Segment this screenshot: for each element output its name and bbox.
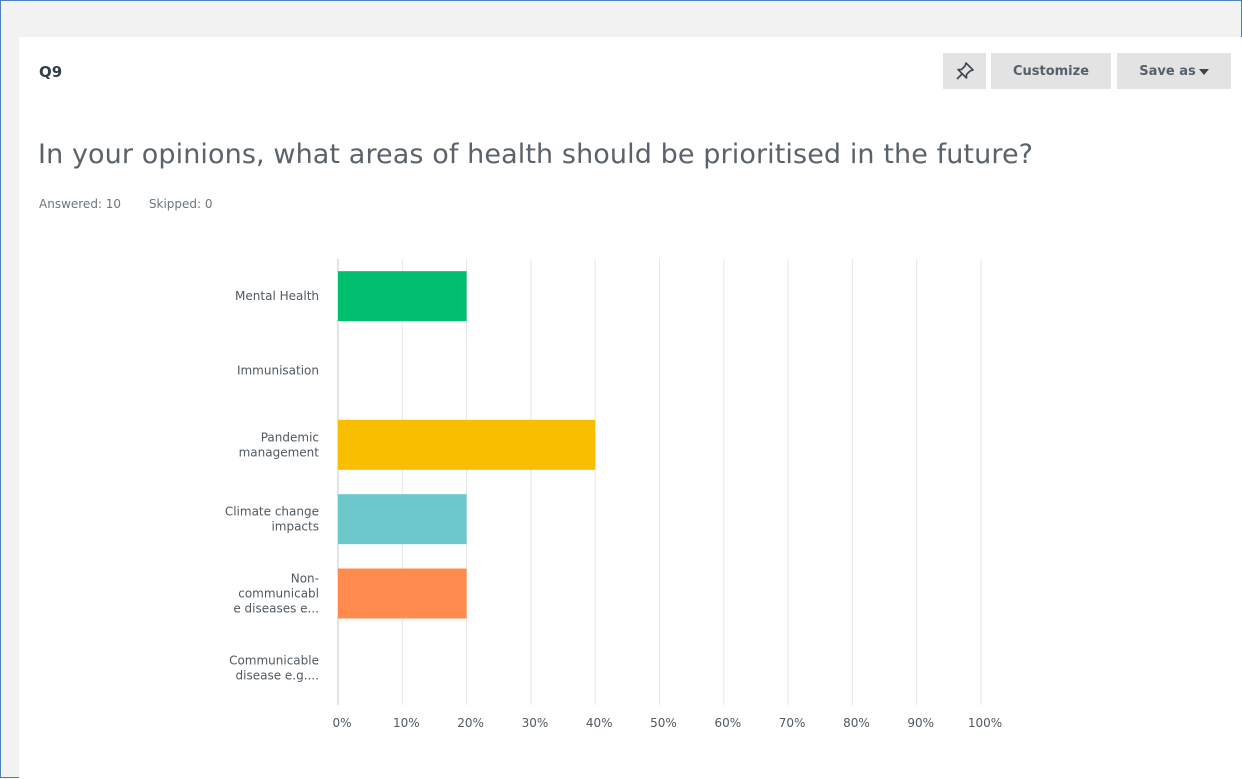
question-panel: Q9 Customize Save as In your opinions, w…	[19, 37, 1242, 779]
question-title: In your opinions, what areas of health s…	[38, 139, 1034, 170]
category-label: impacts	[271, 520, 319, 534]
pin-icon	[955, 62, 974, 80]
save-as-button[interactable]: Save as	[1117, 53, 1231, 89]
bar	[338, 271, 467, 322]
x-tick-label: 100%	[968, 716, 1002, 730]
customize-button[interactable]: Customize	[991, 53, 1111, 89]
category-label: Communicable	[229, 653, 319, 667]
x-tick-label: 90%	[907, 716, 934, 730]
x-tick-label: 50%	[650, 716, 677, 730]
x-tick-label: 20%	[457, 716, 484, 730]
category-label: disease e.g....	[236, 668, 319, 682]
bar	[338, 568, 467, 619]
bar	[338, 494, 467, 545]
bar	[338, 419, 596, 470]
category-label: Non-	[291, 572, 319, 586]
answered-count: Answered: 10	[39, 197, 122, 211]
save-as-label: Save as	[1139, 63, 1196, 79]
x-tick-label: 0%	[332, 716, 351, 730]
chevron-down-icon	[1198, 68, 1209, 75]
category-label: e diseases e...	[233, 602, 319, 616]
skipped-count: Skipped: 0	[148, 197, 213, 211]
category-label: Pandemic	[261, 430, 319, 444]
pin-button[interactable]	[943, 53, 986, 89]
x-tick-label: 10%	[393, 716, 420, 730]
category-label: Climate change	[225, 505, 319, 519]
x-tick-label: 70%	[779, 716, 806, 730]
x-tick-label: 80%	[843, 716, 870, 730]
x-tick-label: 40%	[586, 716, 613, 730]
category-label: management	[239, 445, 320, 459]
response-stats: Answered: 10 Skipped: 0	[39, 197, 213, 211]
x-tick-label: 30%	[522, 716, 549, 730]
question-number: Q9	[39, 63, 63, 81]
category-label: Immunisation	[237, 364, 319, 378]
x-tick-label: 60%	[714, 716, 741, 730]
category-label: communicabl	[238, 587, 319, 601]
category-label: Mental Health	[235, 289, 319, 303]
